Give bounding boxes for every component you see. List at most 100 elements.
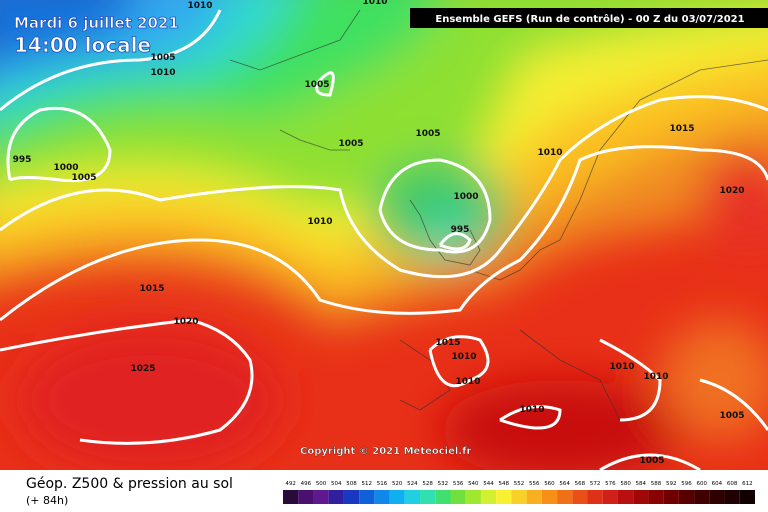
field: 1010 101010051010100599510001005100510051… [0, 0, 768, 470]
isobar-label: 1010 [537, 148, 562, 158]
date: Mardi 6 juillet 2021 [14, 14, 179, 32]
isobar-label: 995 [451, 225, 470, 235]
run-bar [410, 8, 768, 28]
legend-label: 608 [727, 481, 738, 487]
legend-swatch [283, 490, 299, 504]
isobar-label: 995 [13, 155, 32, 165]
isobar-label: 1020 [719, 186, 744, 196]
run-info: Ensemble GEFS (Run de contrôle) - 00 Z d… [435, 13, 744, 25]
legend-swatch [633, 490, 649, 504]
isobar-label: 1010 [150, 68, 175, 78]
isobar-label: 1010 [187, 1, 212, 11]
legend-label: 544 [483, 481, 494, 487]
legend-label: 540 [468, 481, 479, 487]
legend-swatch [328, 490, 344, 504]
isobar-label: 1005 [338, 139, 363, 149]
isobar-label: 1015 [139, 284, 164, 294]
legend-swatch [557, 490, 573, 504]
isobar-label: 1010 [519, 405, 544, 415]
legend-swatch [678, 490, 695, 504]
legend-swatch [526, 490, 542, 504]
isobar-label: 1005 [415, 129, 440, 139]
isobar-label: 1005 [719, 411, 744, 421]
legend-label: 560 [544, 481, 555, 487]
isobar-label: 1000 [453, 192, 478, 202]
isobar-label: 1010 [307, 217, 332, 227]
legend-label: 548 [499, 481, 510, 487]
legend: 492 496 500 504 508 512 516 520 524 528 532 536 540 5… [283, 481, 755, 504]
legend-swatch [541, 490, 558, 504]
isobar-labels: 1010 101010051010100599510001005100510051… [13, 0, 745, 466]
local-time: 14:00 locale [14, 33, 151, 57]
legend-label: 596 [681, 481, 692, 487]
legend-label: 532 [438, 481, 449, 487]
isobar-label: 1010 [643, 372, 668, 382]
isobar-label: 1010 [362, 0, 387, 7]
legend-label: 512 [361, 481, 372, 487]
legend-label: 568 [575, 481, 586, 487]
legend-swatch [602, 490, 618, 504]
legend-swatch [709, 490, 725, 504]
legend-label: 588 [651, 481, 662, 487]
legend-label: 576 [605, 481, 616, 487]
legend-label: 600 [696, 481, 707, 487]
isobar-label: 1010 [609, 362, 634, 372]
footer-title: Géop. Z500 & pression au sol [26, 476, 233, 492]
isobar-label: 1000 [53, 163, 78, 173]
legend-swatch [480, 490, 497, 504]
legend-swatch [450, 490, 466, 504]
isobar-label: 1010 [455, 377, 480, 387]
legend-swatch [511, 490, 527, 504]
legend-label: 592 [666, 481, 677, 487]
legend-swatch [465, 490, 481, 504]
legend-label: 564 [559, 481, 570, 487]
isobar-label: 1005 [639, 456, 664, 466]
legend-swatch [313, 490, 329, 504]
legend-swatch [739, 490, 755, 504]
isobars [0, 9, 768, 470]
isobar-label: 1025 [130, 364, 155, 374]
coastlines [229, 9, 768, 421]
legend-swatch [374, 490, 390, 504]
legend-label: 520 [392, 481, 403, 487]
legend-label: 524 [407, 481, 418, 487]
legend-label: 504 [331, 481, 342, 487]
legend-label: 528 [422, 481, 433, 487]
isobar-label: 1010 [451, 352, 476, 362]
legend-label: 496 [301, 481, 312, 487]
legend-label: 508 [346, 481, 357, 487]
legend-swatch [404, 490, 421, 504]
isobar-label: 1005 [150, 53, 175, 63]
legend-swatch [359, 490, 375, 504]
legend-swatch [617, 490, 634, 504]
legend-label: 500 [316, 481, 327, 487]
isobar-label: 1015 [435, 338, 460, 348]
legend-label: 556 [529, 481, 540, 487]
legend-label: 516 [377, 481, 388, 487]
legend-label: 552 [514, 481, 525, 487]
legend-label: 584 [636, 481, 647, 487]
legend-swatch [298, 490, 314, 504]
isobar-label: 1020 [173, 317, 198, 327]
legend-swatch [724, 490, 740, 504]
legend-label: 572 [590, 481, 601, 487]
legend-label: 492 [285, 481, 296, 487]
copyright: Copyright © 2021 Meteociel.fr [300, 446, 471, 457]
legend-swatch [648, 490, 664, 504]
legend-swatch [420, 490, 436, 504]
footer-lead: (+ 84h) [26, 494, 68, 507]
legend-label: 536 [453, 481, 464, 487]
legend-swatch [389, 490, 405, 504]
legend-swatch [435, 490, 451, 504]
isobar-label: 1005 [71, 173, 96, 183]
legend-swatch [663, 490, 679, 504]
legend-label: 604 [712, 481, 723, 487]
isobar-label: 1015 [669, 124, 694, 134]
legend-label: 612 [742, 481, 753, 487]
legend-label: 580 [620, 481, 631, 487]
legend-swatch [694, 490, 710, 504]
legend-swatch [343, 490, 360, 504]
isobar-label: 1005 [304, 80, 329, 90]
legend-swatch [496, 490, 512, 504]
